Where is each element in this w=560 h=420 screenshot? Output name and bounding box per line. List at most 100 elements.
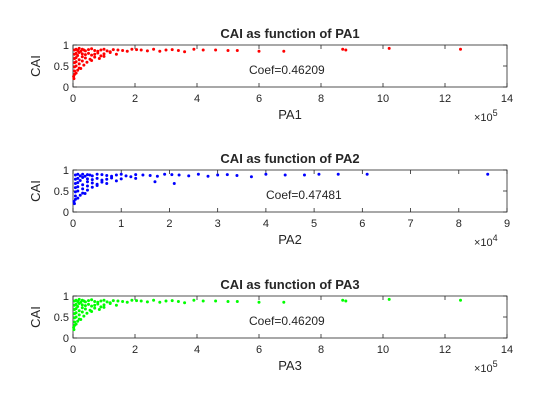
data-point xyxy=(158,49,162,53)
data-point xyxy=(72,202,76,206)
data-point xyxy=(121,299,125,303)
data-point xyxy=(100,178,104,182)
y-tick-label: 0.5 xyxy=(54,312,69,324)
chart-title: CAI as function of PA2 xyxy=(220,151,359,166)
data-point xyxy=(81,187,85,191)
data-point xyxy=(76,196,80,200)
data-point xyxy=(81,176,85,180)
x-multiplier-exp: 5 xyxy=(493,359,498,369)
data-point xyxy=(387,297,391,301)
x-tick-label: 12 xyxy=(439,344,451,356)
data-point xyxy=(78,174,82,178)
data-point xyxy=(90,310,94,314)
data-point xyxy=(102,52,106,56)
data-point xyxy=(74,302,78,306)
data-point xyxy=(72,77,76,81)
data-point xyxy=(130,298,134,302)
x-tick-label: 2 xyxy=(166,218,172,230)
data-point xyxy=(152,47,156,51)
data-point xyxy=(226,299,230,303)
x-tick-label: 3 xyxy=(215,218,221,230)
data-point xyxy=(155,174,159,178)
x-tick-label: 8 xyxy=(318,344,324,356)
data-point xyxy=(459,298,462,302)
data-point xyxy=(74,64,78,68)
data-point xyxy=(74,311,78,315)
data-point xyxy=(90,181,94,185)
data-point xyxy=(111,299,115,303)
y-tick-label: 1 xyxy=(63,165,69,177)
data-point xyxy=(99,299,103,303)
data-point xyxy=(172,181,176,185)
data-point xyxy=(264,172,268,176)
x-tick-label: 4 xyxy=(263,218,269,230)
y-axis-label: CAI xyxy=(28,55,43,77)
x-multiplier-base: ×10 xyxy=(474,237,493,249)
x-tick-label: 6 xyxy=(256,93,262,105)
data-point xyxy=(76,189,80,193)
data-point xyxy=(105,181,109,185)
data-point xyxy=(95,184,99,188)
data-point xyxy=(96,51,100,55)
data-point xyxy=(97,56,101,60)
data-point xyxy=(95,172,99,176)
x-multiplier-exp: 4 xyxy=(493,233,498,243)
data-point xyxy=(192,298,196,302)
data-point xyxy=(102,54,106,58)
data-point xyxy=(187,174,191,178)
data-point xyxy=(341,47,345,51)
data-point xyxy=(97,307,101,311)
data-point xyxy=(344,48,348,52)
data-point xyxy=(76,299,80,303)
data-point xyxy=(114,52,118,56)
data-point xyxy=(73,173,77,177)
x-tick-label: 12 xyxy=(439,93,451,105)
data-point xyxy=(192,47,196,51)
data-point xyxy=(93,306,97,310)
data-point xyxy=(96,302,100,306)
y-tick-label: 0.5 xyxy=(54,61,69,73)
data-point xyxy=(76,185,80,189)
y-tick-label: 0.5 xyxy=(54,186,69,198)
data-point xyxy=(81,183,85,187)
data-point xyxy=(235,173,239,177)
data-point xyxy=(93,52,97,56)
data-point xyxy=(282,49,286,53)
data-point xyxy=(336,172,340,176)
data-point xyxy=(90,53,94,57)
data-point xyxy=(77,309,81,313)
x-tick-label: 10 xyxy=(377,344,389,356)
data-point xyxy=(83,307,87,311)
data-point xyxy=(176,299,180,303)
data-point xyxy=(196,172,200,176)
x-multiplier: ×105 xyxy=(474,359,498,375)
data-point xyxy=(387,46,391,50)
data-point xyxy=(76,54,80,57)
data-point xyxy=(145,300,149,304)
data-point xyxy=(79,67,83,71)
data-point xyxy=(90,304,94,308)
data-point xyxy=(85,184,89,188)
data-point xyxy=(76,305,80,308)
data-point xyxy=(302,173,306,177)
data-point xyxy=(80,52,84,56)
data-point xyxy=(83,53,87,57)
y-tick-label: 0 xyxy=(63,207,69,219)
coef-annotation: Coef=0.47481 xyxy=(266,188,342,202)
data-point xyxy=(77,313,81,317)
data-point xyxy=(73,197,77,201)
data-point xyxy=(99,54,103,58)
data-point xyxy=(77,46,81,50)
data-point xyxy=(116,48,120,52)
data-point xyxy=(317,172,321,176)
data-point xyxy=(80,306,84,310)
data-point xyxy=(235,299,239,303)
y-tick-label: 1 xyxy=(63,40,69,52)
data-point xyxy=(201,48,205,52)
x-axis-label: PA2 xyxy=(278,232,302,247)
data-point xyxy=(164,299,168,303)
data-point xyxy=(105,300,109,304)
data-point xyxy=(341,298,345,302)
data-point xyxy=(99,48,103,52)
data-point xyxy=(283,173,287,177)
